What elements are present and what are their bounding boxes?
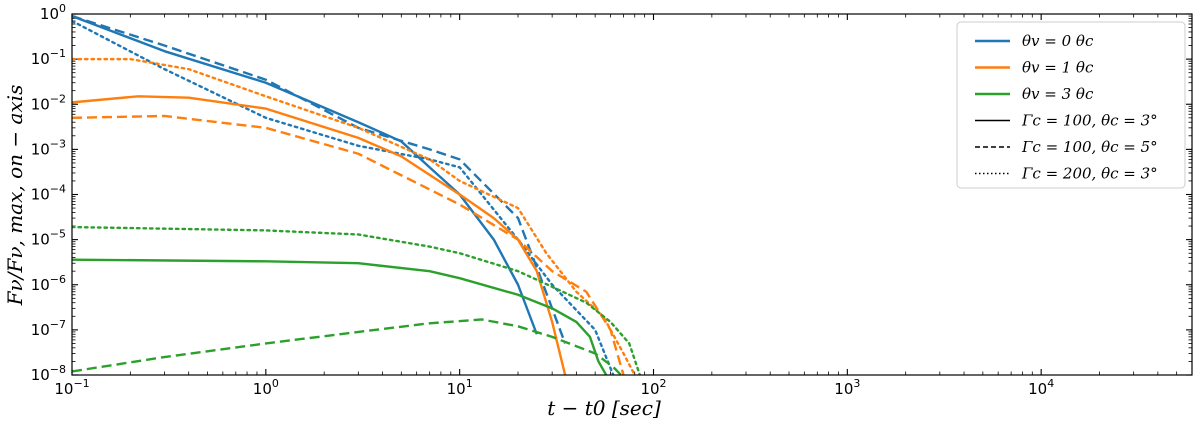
x-axis-label: t − t0 [sec]	[547, 396, 661, 420]
x-tick-label: 100	[253, 377, 279, 398]
tick-labels-layer: 10−1 100 101 102 103 104 10−8 10−7 10−6 10−5 10−4 1…	[31, 2, 1055, 398]
y-tick-label: 10−8	[31, 363, 66, 384]
legend-label: θv = 3 θc	[1022, 85, 1094, 103]
legend-label: Γc = 100, θc = 3°	[1021, 112, 1158, 130]
legend-label: θv = 1 θc	[1022, 59, 1094, 77]
legend: θv = 0 θc θv = 1 θc θv = 3 θc Γc = 100, θc …	[956, 21, 1186, 189]
y-axis-label: Fν/Fν, max, on − axis	[3, 85, 27, 307]
y-tick-label: 10−6	[31, 273, 66, 294]
series-line-dotted	[72, 57, 636, 375]
x-tick-label: 104	[1028, 377, 1054, 398]
y-tick-label: 10−3	[31, 137, 66, 158]
series-line-dashed	[72, 318, 622, 375]
x-tick-label: 103	[834, 377, 860, 398]
y-tick-label: 10−2	[31, 92, 66, 113]
y-tick-label: 10−7	[31, 318, 66, 339]
legend-label: θv = 0 θc	[1022, 32, 1094, 50]
legend-label: Γc = 200, θc = 3°	[1021, 165, 1158, 183]
series-line-dashed	[72, 14, 567, 344]
legend-box	[956, 21, 1186, 189]
x-tick-label: 102	[640, 377, 666, 398]
series-line-dotted	[72, 225, 642, 375]
series-line-dashed	[72, 114, 625, 375]
series-line-solid	[72, 258, 608, 375]
series-line-solid	[72, 95, 567, 375]
y-tick-label: 100	[40, 2, 66, 23]
series-line-dotted	[72, 19, 615, 375]
legend-label: Γc = 100, θc = 5°	[1021, 138, 1158, 156]
series-layer	[72, 14, 642, 375]
series-line-solid	[72, 14, 538, 335]
x-tick-label: 10−1	[54, 377, 89, 398]
y-tick-label: 10−5	[31, 228, 66, 249]
legend-entries: θv = 0 θc θv = 1 θc θv = 3 θc Γc = 100, θc …	[975, 32, 1158, 183]
plot-frame	[71, 13, 1193, 376]
y-tick-label: 10−1	[31, 47, 66, 68]
x-tick-label: 101	[447, 377, 473, 398]
y-tick-label: 10−4	[31, 183, 66, 204]
